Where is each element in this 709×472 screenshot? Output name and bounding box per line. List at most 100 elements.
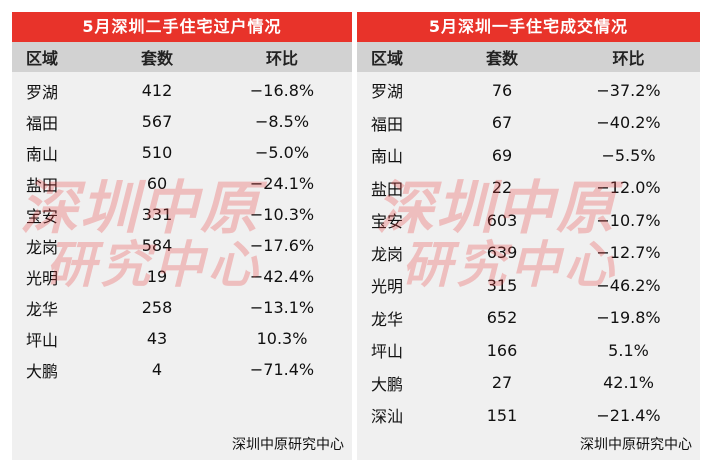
table-row: 南山 69 −5.5% <box>357 139 700 172</box>
cell-district: 宝安 <box>26 206 59 226</box>
cell-district: 大鹏 <box>371 374 404 394</box>
table-row: 福田 67 −40.2% <box>357 107 700 140</box>
table-row: 龙岗 584 −17.6% <box>12 230 352 261</box>
cell-district: 盐田 <box>26 175 59 195</box>
cell-district: 南山 <box>371 147 404 167</box>
table-row: 龙华 258 −13.1% <box>12 292 352 323</box>
cell-mom: −12.7% <box>596 243 661 263</box>
table-row: 罗湖 412 −16.8% <box>12 75 352 106</box>
cell-district: 深汕 <box>371 407 404 427</box>
table-row: 坪山 43 10.3% <box>12 323 352 354</box>
newhome-table: 5月深圳一手住宅成交情况 区域 套数 环比 罗湖 76 −37.2% 福田 67 −40.… <box>357 12 700 460</box>
cell-mom: −71.4% <box>249 360 315 379</box>
cell-district: 龙华 <box>26 299 59 319</box>
cell-mom: 5.1% <box>608 340 649 360</box>
cell-units: 151 <box>486 405 518 425</box>
cell-mom: −46.2% <box>596 275 661 295</box>
table-title: 5月深圳一手住宅成交情况 <box>357 12 700 42</box>
header-mom: 环比 <box>612 49 645 68</box>
cell-units: 22 <box>491 178 513 198</box>
table-header: 区域 套数 环比 <box>12 42 352 72</box>
cell-mom: −17.6% <box>249 236 315 255</box>
table-row: 光明 19 −42.4% <box>12 261 352 292</box>
cell-mom: 10.3% <box>256 329 308 348</box>
table-row: 坪山 166 5.1% <box>357 334 700 367</box>
cell-units: 27 <box>491 373 513 393</box>
cell-district: 罗湖 <box>371 82 404 102</box>
table-row: 罗湖 76 −37.2% <box>357 74 700 107</box>
cell-mom: 42.1% <box>603 373 654 393</box>
cell-mom: −24.1% <box>249 174 315 193</box>
cell-units: 19 <box>146 267 168 286</box>
cell-district: 光明 <box>26 268 59 288</box>
cell-mom: −40.2% <box>596 113 661 133</box>
cell-mom: −10.7% <box>596 210 661 230</box>
cell-units: 652 <box>486 308 518 328</box>
cell-district: 罗湖 <box>26 82 59 102</box>
cell-mom: −12.0% <box>596 178 661 198</box>
header-district: 区域 <box>371 49 404 68</box>
cell-mom: −5.5% <box>601 145 656 165</box>
cell-district: 龙岗 <box>371 244 404 264</box>
cell-units: 603 <box>486 210 518 230</box>
cell-district: 福田 <box>371 114 404 134</box>
table-row: 龙华 652 −19.8% <box>357 302 700 335</box>
cell-district: 宝安 <box>371 212 404 232</box>
table-row: 光明 315 −46.2% <box>357 269 700 302</box>
cell-units: 315 <box>486 275 518 295</box>
cell-units: 60 <box>146 174 168 193</box>
cell-district: 龙华 <box>371 309 404 329</box>
cell-units: 166 <box>486 340 518 360</box>
source-label: 深圳中原研究中心 <box>232 437 344 453</box>
source-label: 深圳中原研究中心 <box>580 437 692 453</box>
cell-mom: −8.5% <box>254 112 310 131</box>
table-body: 罗湖 412 −16.8% 福田 567 −8.5% 南山 510 −5.0% 盐田 60 −24.1… <box>12 72 352 385</box>
cell-mom: −19.8% <box>596 308 661 328</box>
cell-mom: −42.4% <box>249 267 315 286</box>
table-body: 罗湖 76 −37.2% 福田 67 −40.2% 南山 69 −5.5% 盐田 22 −12.0% 宝… <box>357 72 700 432</box>
cell-district: 坪山 <box>371 342 404 362</box>
cell-mom: −21.4% <box>596 405 661 425</box>
table-row: 大鹏 4 −71.4% <box>12 354 352 385</box>
cell-units: 43 <box>146 329 168 348</box>
table-title: 5月深圳二手住宅过户情况 <box>12 12 352 42</box>
cell-district: 福田 <box>26 113 59 133</box>
cell-units: 639 <box>486 243 518 263</box>
cell-units: 412 <box>141 81 173 100</box>
table-row: 福田 567 −8.5% <box>12 106 352 137</box>
header-district: 区域 <box>26 49 59 68</box>
secondhand-table: 5月深圳二手住宅过户情况 区域 套数 环比 罗湖 412 −16.8% 福田 567 −8… <box>12 12 352 460</box>
header-units: 套数 <box>140 49 173 68</box>
cell-district: 大鹏 <box>26 361 59 381</box>
cell-units: 331 <box>141 205 173 224</box>
table-row: 宝安 331 −10.3% <box>12 199 352 230</box>
cell-district: 盐田 <box>371 179 404 199</box>
table-row: 盐田 22 −12.0% <box>357 172 700 205</box>
cell-mom: −5.0% <box>254 143 310 162</box>
cell-units: 76 <box>491 80 513 100</box>
cell-units: 567 <box>141 112 173 131</box>
cell-district: 南山 <box>26 144 59 164</box>
cell-units: 4 <box>151 360 163 379</box>
cell-district: 光明 <box>371 277 404 297</box>
cell-units: 69 <box>491 145 513 165</box>
table-row: 龙岗 639 −12.7% <box>357 237 700 270</box>
cell-units: 510 <box>141 143 173 162</box>
table-row: 大鹏 27 42.1% <box>357 367 700 400</box>
cell-mom: −13.1% <box>249 298 315 317</box>
table-row: 盐田 60 −24.1% <box>12 168 352 199</box>
table-header: 区域 套数 环比 <box>357 42 700 72</box>
cell-mom: −10.3% <box>249 205 315 224</box>
cell-district: 坪山 <box>26 330 59 350</box>
cell-mom: −37.2% <box>596 80 661 100</box>
cell-units: 258 <box>141 298 173 317</box>
table-row: 南山 510 −5.0% <box>12 137 352 168</box>
table-row: 宝安 603 −10.7% <box>357 204 700 237</box>
cell-units: 584 <box>141 236 173 255</box>
cell-units: 67 <box>491 113 513 133</box>
cell-district: 龙岗 <box>26 237 59 257</box>
table-row: 深汕 151 −21.4% <box>357 399 700 432</box>
header-units: 套数 <box>485 49 518 68</box>
header-mom: 环比 <box>265 49 298 68</box>
cell-mom: −16.8% <box>249 81 315 100</box>
